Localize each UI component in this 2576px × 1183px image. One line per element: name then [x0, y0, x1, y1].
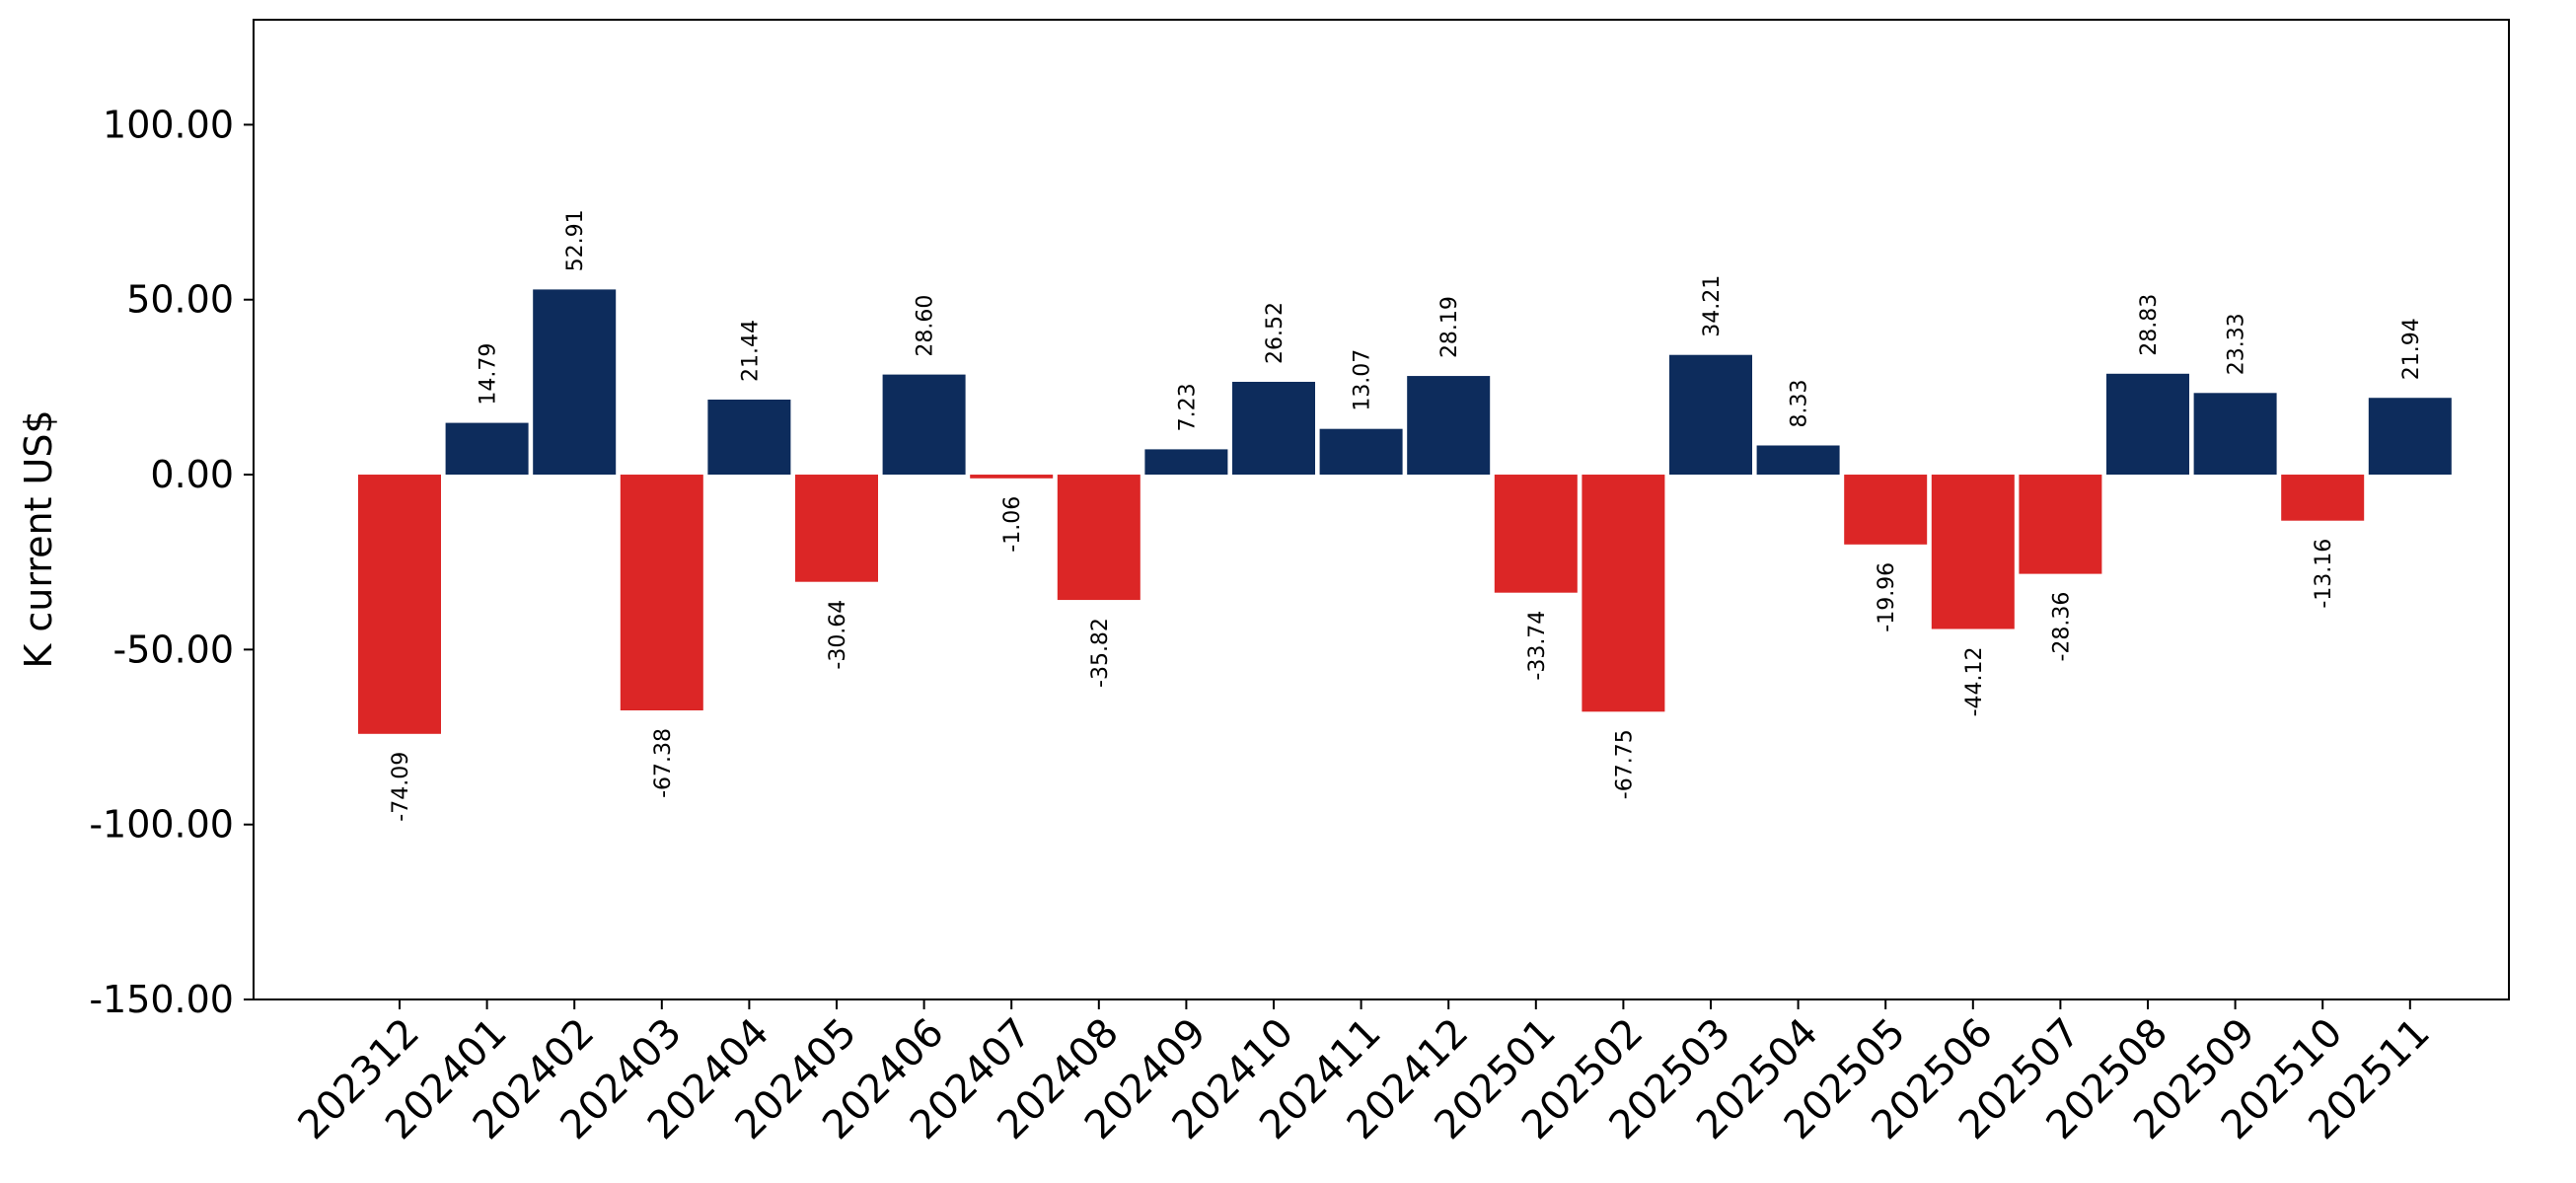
data-label-202312: -74.09: [389, 752, 413, 822]
bar-202404: [707, 400, 791, 476]
y-axis: -150.00 -100.00 -50.00 0.00 50.00 100.00: [89, 103, 254, 1021]
y-tick-label: -100.00: [89, 803, 234, 847]
y-tick-label: -50.00: [113, 628, 235, 671]
y-axis-label: K current US$: [17, 409, 60, 668]
bar-202412: [1407, 376, 1491, 476]
data-label-202503: 34.21: [1700, 275, 1725, 337]
y-tick-label: 0.00: [150, 453, 234, 496]
bar-202509: [2193, 393, 2277, 476]
bar-202501: [1494, 475, 1578, 593]
bar-202407: [970, 475, 1054, 479]
data-label-202401: 14.79: [477, 343, 501, 406]
bar-202507: [2019, 475, 2102, 574]
data-label-202511: 21.94: [2399, 318, 2424, 380]
bar-202401: [445, 422, 529, 476]
data-label-202501: -33.74: [1525, 611, 1550, 681]
bar-202406: [882, 374, 966, 476]
data-label-202402: 52.91: [563, 209, 588, 271]
data-label-202510: -13.16: [2312, 539, 2336, 609]
data-label-202509: 23.33: [2225, 313, 2249, 375]
y-tick-label: -150.00: [89, 978, 234, 1021]
data-label-202506: -44.12: [1962, 647, 1987, 717]
bar-202505: [1844, 475, 1928, 545]
data-label-202404: 21.44: [738, 320, 763, 382]
data-labels-layer: -74.09 14.79 52.91 -67.38 21.44 -30.64 28.60 -1…: [389, 209, 2424, 821]
bar-202504: [1756, 445, 1840, 476]
data-label-202409: 7.23: [1175, 383, 1200, 431]
bar-202403: [620, 475, 703, 710]
data-label-202403: -67.38: [651, 728, 676, 798]
bar-202510: [2281, 475, 2365, 521]
bar-202402: [533, 289, 617, 476]
data-label-202505: -19.96: [1875, 562, 1899, 632]
bar-202506: [1931, 475, 2015, 629]
data-label-202412: 28.19: [1437, 296, 1462, 358]
bar-202503: [1669, 354, 1752, 476]
bar-202411: [1319, 428, 1403, 476]
data-label-202507: -28.36: [2049, 592, 2074, 662]
bar-202511: [2368, 398, 2452, 476]
data-label-202408: -35.82: [1088, 618, 1113, 688]
plot-frame: [253, 19, 2510, 1000]
data-label-202406: 28.60: [914, 295, 938, 357]
bar-202502: [1582, 475, 1665, 712]
y-tick-label: 100.00: [103, 103, 234, 146]
bar-202405: [795, 475, 878, 582]
data-label-202411: 13.07: [1351, 349, 1375, 411]
data-label-202405: -30.64: [826, 600, 850, 670]
data-label-202508: 28.83: [2137, 294, 2162, 356]
data-label-202502: -67.75: [1612, 729, 1637, 799]
bar-202410: [1232, 381, 1315, 476]
bar-202508: [2106, 373, 2189, 476]
bars-layer: [358, 289, 2452, 734]
bar-202312: [358, 475, 441, 734]
data-label-202407: -1.06: [1000, 496, 1025, 553]
bar-202409: [1144, 449, 1228, 476]
data-label-202504: 8.33: [1788, 380, 1812, 428]
bar-202408: [1057, 475, 1141, 601]
data-label-202410: 26.52: [1263, 302, 1288, 364]
y-tick-label: 50.00: [126, 278, 234, 322]
